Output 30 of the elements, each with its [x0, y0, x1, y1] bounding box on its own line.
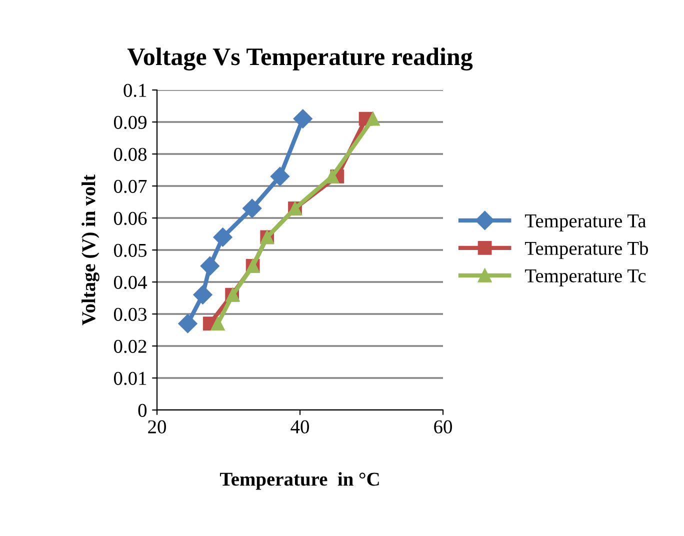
x-tick-label: 40 — [290, 420, 309, 434]
y-tick-label: 0.04 — [114, 276, 147, 290]
point — [200, 256, 220, 276]
y-tick-label: 0.07 — [114, 180, 147, 194]
legend-label: Temperature Tb — [525, 241, 648, 259]
point — [242, 198, 262, 218]
x-axis-title: Temperature in °C — [220, 472, 379, 490]
x-tick-label: 60 — [434, 420, 452, 434]
y-tick-label: 0.09 — [114, 116, 146, 130]
y-tick-label: 0 — [138, 404, 147, 417]
y-tick-label: 0.1 — [124, 84, 146, 98]
legend-label: Temperature Tc — [525, 269, 646, 286]
y-tick-label: 0.01 — [114, 372, 146, 386]
point — [178, 314, 198, 334]
y-tick-label: 0.03 — [114, 308, 147, 322]
point — [210, 316, 225, 331]
legend-label: Temperature Ta — [525, 214, 646, 232]
point — [293, 109, 312, 128]
y-axis-title: Voltage (V) in volt — [82, 174, 100, 326]
chart-title: Voltage Vs Temperature reading — [127, 48, 473, 71]
point — [213, 228, 232, 247]
y-tick-label: 0.08 — [114, 148, 147, 162]
x-tick-label: 20 — [148, 420, 166, 434]
point — [366, 112, 380, 126]
point — [270, 166, 290, 186]
y-tick-label: 0.06 — [114, 212, 147, 226]
y-tick-label: 0.02 — [114, 340, 146, 354]
y-tick-label: 0.05 — [114, 244, 147, 258]
point — [193, 285, 212, 304]
point — [325, 169, 340, 184]
